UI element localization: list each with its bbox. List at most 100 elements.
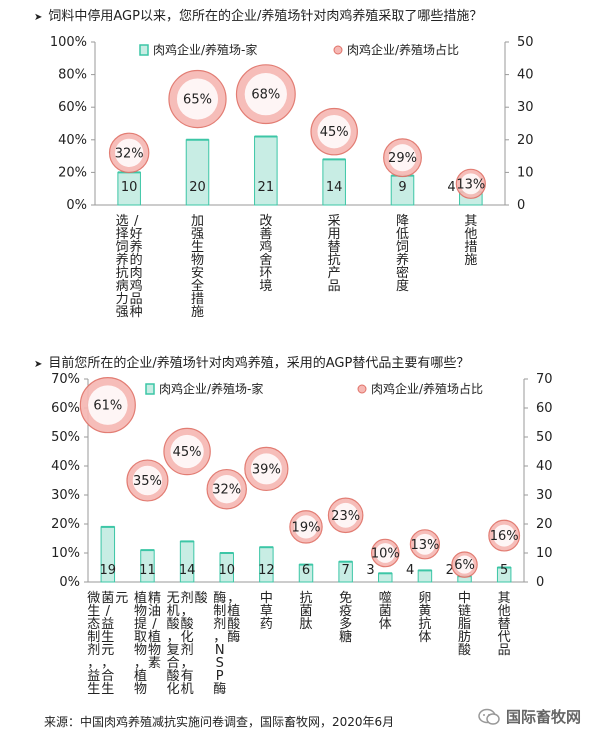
chart2-category-label: 无机酸，复合酸化剂，酸化剂，有机酸 [167,591,208,697]
chart2-bar-value-label: 2 [446,563,454,578]
chart2-bubble-core [250,453,282,485]
chart1-bubble-label: 65% [183,93,212,108]
chart2-left-tick-label: 10% [51,546,80,561]
chart2-right-tick-label: 60 [536,401,553,416]
chart1-right-tick-label: 30 [517,100,534,115]
chart1-category-label: 降低饲养密度 [396,214,409,294]
chart1-right-tick-label: 50 [517,35,534,50]
chart1-category-label: 采用替抗产品 [328,214,341,294]
chart1-legend-bubble-swatch [333,45,343,55]
chart2-category-label: 其他替代品 [498,591,511,658]
chart2-bar-value-label: 12 [258,563,275,578]
chart2-right-tick-label: 40 [536,459,553,474]
chart1-category-label: 其他措施 [464,214,477,268]
chart1-right-tick-label: 10 [517,165,534,180]
chart2-legend-bar-swatch [145,383,155,395]
chart2-bubble-label: 6% [454,558,475,573]
chart2-bubble-core [414,533,436,555]
chart1-left-tick-label: 40% [58,133,87,148]
chart2-category-label: 中链脂肪酸 [458,591,471,658]
chart2-bar-value-label: 14 [179,563,196,578]
chart1-left-tick-label: 80% [58,68,87,83]
chart1-right-tick-label: 20 [517,133,534,148]
chart2-right-tick-label: 10 [536,546,553,561]
chart1-bar-value-label: 20 [189,180,206,195]
chart2-bar [417,569,433,583]
chart2-bar [378,572,393,583]
chart2-right-tick-label: 20 [536,517,553,532]
chart2-bubble-label: 45% [173,445,202,460]
chart2-right-tick-label: 0 [536,575,544,590]
chart1-bar-value-label: 21 [258,180,275,195]
chart2-legend-bar-label: 肉鸡企业/养殖场-家 [159,381,263,396]
chart2-category-label: 中草药 [260,591,273,632]
chart2-category-label: 酶制剂， N S P 酶，植酸酶 [213,590,240,697]
chart1-bubble-label: 45% [320,125,349,140]
chart2-bubble-label: 23% [331,509,360,524]
chart1: 0% 20% 40% 60% 80% 100% 0 10 20 30 40 50 肉鸡企业/养殖场-家 肉… [50,35,534,320]
chart2-bar-value-label: 7 [341,563,349,578]
chart1-legend-bubble-label: 肉鸡企业/养殖场占比 [347,42,459,57]
chart2-bubble-core [170,434,204,469]
chart2-left-tick-label: 20% [51,517,80,532]
chart2-bubble-core [294,515,318,539]
chart2-left-tick-label: 60% [51,401,80,416]
chart1-left-tick-label: 20% [58,165,87,180]
chart2-bar-value-label: 19 [100,563,117,578]
chart2-bubble-label: 61% [93,399,122,414]
chart2-category-label: 噬菌体 [379,591,392,632]
chart2: 0% 10% 20% 30% 40% 50% 60% 70% 0 10 20 30 40 50 60 70 肉鸡… [51,372,553,697]
chart2-left-tick-label: 70% [51,372,80,387]
watermark: 国际畜牧网 [478,706,581,727]
chart2-bubble-core [455,555,474,574]
chart1-category-label: 加强生物安全措施 [191,214,204,320]
chart2-category-label: 植物提取物，植物精油/植物素 [134,591,161,697]
chart2-bubble-core [132,465,163,496]
chart2-bar-value-label: 11 [139,563,156,578]
chart1-left-tick-label: 100% [50,35,87,50]
chart1-left-tick-label: 0% [66,198,87,213]
chart2-right-tick-label: 50 [536,430,553,445]
arrow-icon: ➤ [34,12,43,23]
chart1-bubble-core [244,73,287,116]
chart1-bubble-label: 29% [388,151,417,166]
chart2-category-label: 卵黄抗体 [418,591,431,645]
chart2-category-label: 微生态制剂，益生菌/益生元，合生元 [87,591,128,697]
chart2-bubble-core [375,543,396,563]
chart1-title: ➤ 饲料中停用AGP以来，您所在的企业/养殖场针对肉鸡养殖采取了哪些措施？ [34,9,483,24]
arrow-icon: ➤ [34,359,43,370]
chart2-category-label: 免疫多糖 [339,591,352,645]
chart2-bubble-label: 32% [212,483,241,498]
chart1-legend-bar-label: 肉鸡企业/养殖场-家 [153,42,257,57]
chart2-bubble-label: 10% [371,547,400,562]
chart2-bubble-core [212,475,241,504]
chart1-category-label: 选择饲养抗病力强/好养的肉鸡品种 [116,214,143,320]
chart2-bar-value-label: 4 [406,563,414,578]
chart2-right-tick-label: 30 [536,488,553,503]
chart1-bubble-label: 68% [251,88,280,103]
chart1-bubble-label: 32% [115,146,144,161]
chart2-right-tick-label: 70 [536,372,553,387]
chart1-legend-bar-swatch [139,44,149,56]
chart1-bubble-label: 13% [456,177,485,192]
chart1-left-tick-label: 60% [58,100,87,115]
chart1-bar-value-label: 4 [447,180,455,195]
chart1-category-label: 改善鸡舍环境 [259,214,272,294]
chart1-bar-value-label: 9 [398,180,406,195]
chart1-right-tick-label: 0 [517,198,525,213]
chart2-bubble-core [88,385,128,425]
chart2-left-tick-label: 50% [51,430,80,445]
chart2-bubble-core [493,524,516,547]
chart2-bubble-label: 19% [292,520,321,535]
chart2-bubble-label: 13% [410,538,439,553]
chart1-bubble-core [460,173,482,195]
chart1-bar-value-label: 14 [326,180,343,195]
source-note: 来源：中国肉鸡养殖减抗实施问卷调查，国际畜牧网，2020年6月 [44,715,395,729]
chart2-title: ➤ 目前您所在的企业/养殖场针对肉鸡养殖，采用的AGP替代品主要有哪些？ [34,356,470,371]
chart2-bar-value-label: 10 [218,563,235,578]
chart2-bubble-label: 39% [252,462,281,477]
chart2-legend-bubble-swatch [357,384,367,394]
chart1-bubble-core [176,78,219,120]
chart2-bar-value-label: 6 [302,563,310,578]
chart1-bubble-core [388,144,417,172]
